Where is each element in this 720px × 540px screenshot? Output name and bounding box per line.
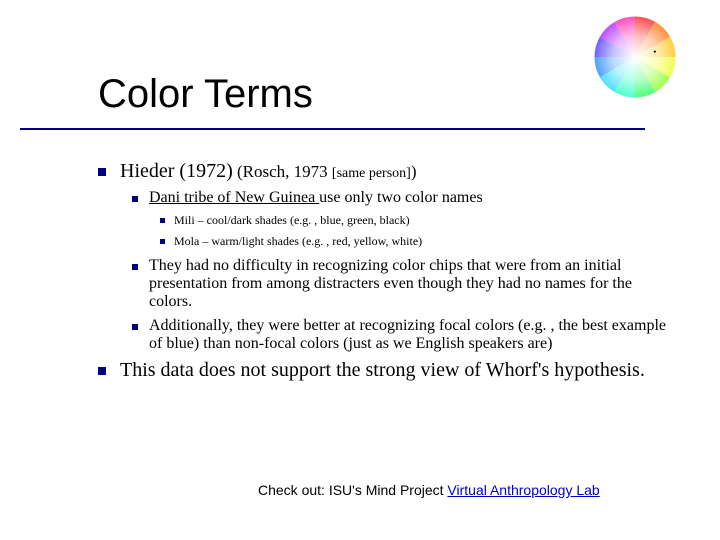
bullet-lvl2-p1: They had no difficulty in recognizing co… <box>132 257 678 311</box>
mili-text: Mili – cool/dark shades (e.g. , blue, gr… <box>174 213 410 228</box>
p2-text: Additionally, they were better at recogn… <box>149 317 678 353</box>
bullet-icon <box>160 218 165 223</box>
content-area: Hieder (1972) (Rosch, 1973 [same person]… <box>98 160 678 388</box>
bullet-lvl1-conclusion: This data does not support the strong vi… <box>98 359 678 382</box>
dani-text: Dani tribe of New Guinea use only two co… <box>149 189 483 207</box>
dani-rest: use only two color names <box>319 189 483 206</box>
title-underline <box>20 128 645 130</box>
bullet-icon <box>132 324 138 330</box>
citation-detail: (Rosch, 1973 <box>233 162 332 181</box>
slide: Color Terms Hieder (1972) (Rosch, 1973 [… <box>0 0 720 540</box>
footer: Check out: ISU's Mind Project Virtual An… <box>258 482 600 498</box>
citation-note: [same person] <box>332 166 411 181</box>
bullet-icon <box>132 264 138 270</box>
conclusion-text: This data does not support the strong vi… <box>120 359 645 382</box>
bullet-icon <box>132 196 138 202</box>
citation-name: Hieder (1972) <box>120 160 233 182</box>
bullet-lvl3-mili: Mili – cool/dark shades (e.g. , blue, gr… <box>160 213 678 228</box>
footer-lead: Check out: ISU's Mind Project <box>258 482 447 498</box>
dani-underlined: Dani tribe of New Guinea <box>149 189 319 206</box>
slide-title: Color Terms <box>98 72 313 117</box>
bullet-icon <box>160 239 165 244</box>
bullet-lvl2-p2: Additionally, they were better at recogn… <box>132 317 678 353</box>
bullet-icon <box>98 168 106 176</box>
bullet-lvl2-dani: Dani tribe of New Guinea use only two co… <box>132 189 678 207</box>
color-wheel-icon <box>590 12 680 102</box>
p1-text: They had no difficulty in recognizing co… <box>149 257 678 311</box>
bullet-icon <box>98 367 106 375</box>
citation-text: Hieder (1972) (Rosch, 1973 [same person]… <box>120 160 417 183</box>
mola-text: Mola – warm/light shades (e.g. , red, ye… <box>174 234 422 249</box>
footer-link[interactable]: Virtual Anthropology Lab <box>447 482 599 498</box>
citation-close: ) <box>411 162 417 181</box>
bullet-lvl1-citation: Hieder (1972) (Rosch, 1973 [same person]… <box>98 160 678 183</box>
bullet-lvl3-mola: Mola – warm/light shades (e.g. , red, ye… <box>160 234 678 249</box>
